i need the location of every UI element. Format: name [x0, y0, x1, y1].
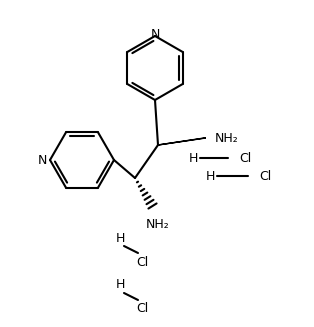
Text: NH₂: NH₂	[146, 218, 170, 232]
Polygon shape	[158, 138, 206, 145]
Text: Cl: Cl	[239, 151, 251, 164]
Text: H: H	[115, 232, 125, 245]
Text: N: N	[150, 28, 160, 42]
Text: H: H	[205, 169, 215, 182]
Text: H: H	[188, 151, 198, 164]
Text: H: H	[115, 279, 125, 291]
Text: NH₂: NH₂	[215, 131, 239, 145]
Text: Cl: Cl	[136, 302, 148, 316]
Text: Cl: Cl	[136, 255, 148, 268]
Text: N: N	[38, 153, 47, 166]
Text: Cl: Cl	[259, 169, 271, 182]
